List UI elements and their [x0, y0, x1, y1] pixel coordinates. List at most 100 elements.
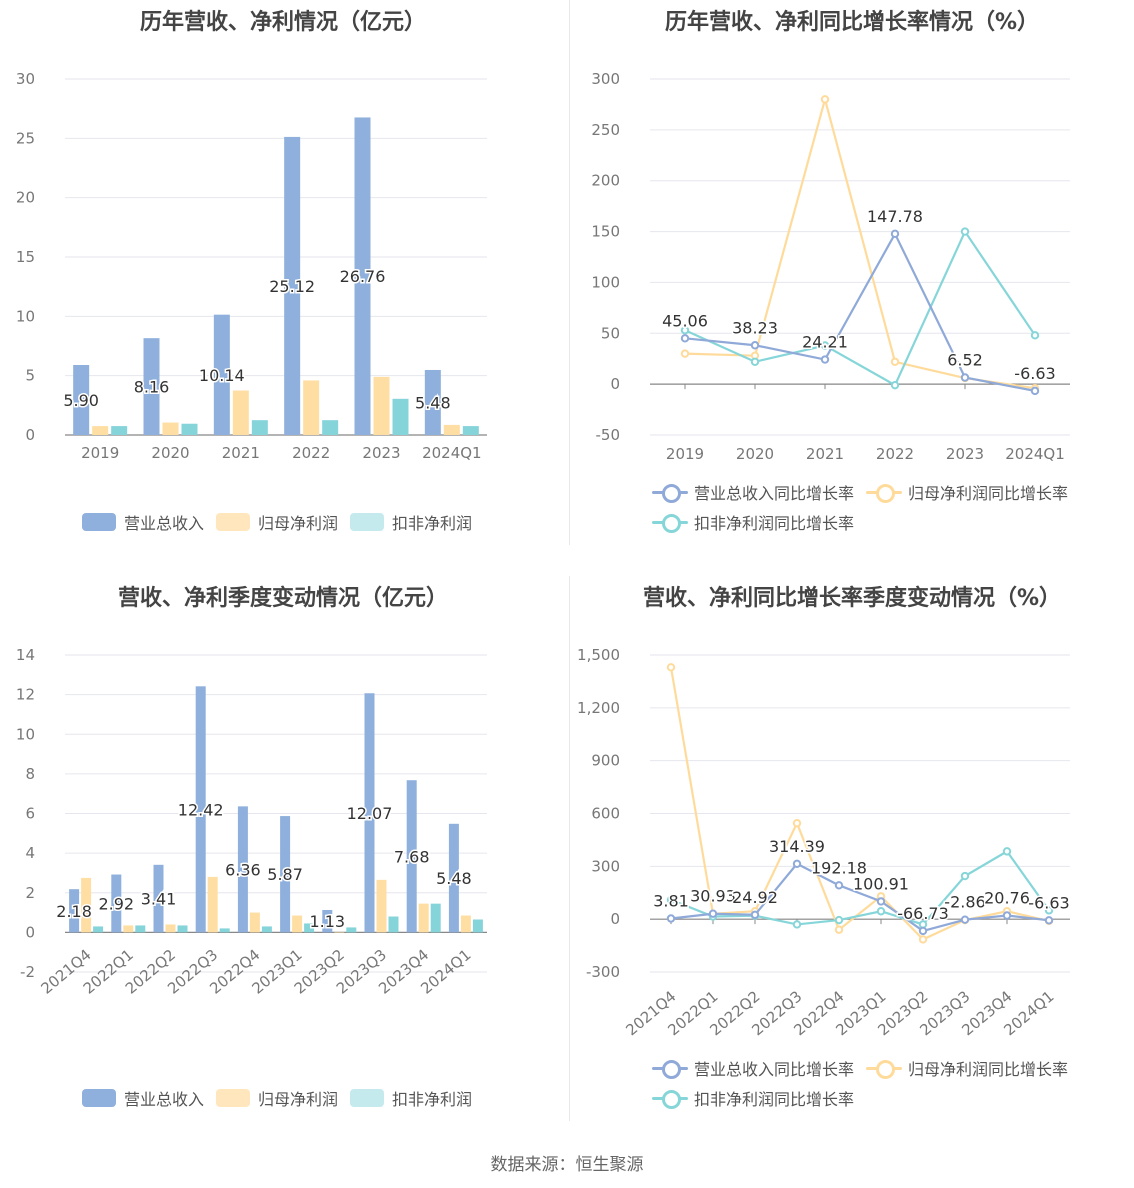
data-label: 5.87: [267, 865, 303, 884]
legend-net-profit[interactable]: 归母净利润: [216, 510, 338, 534]
bar-deducted-profit: [472, 919, 483, 933]
bar-net-profit: [92, 426, 109, 435]
chart-title: 营收、净利同比增长率季度变动情况（%）: [642, 586, 1062, 611]
y-tick-label: -300: [586, 963, 620, 981]
data-label: 6.52: [947, 351, 983, 370]
data-label: 8.16: [134, 378, 170, 397]
legend-revenue[interactable]: 营业总收入: [82, 1086, 204, 1110]
bar-revenue: [237, 806, 248, 933]
legend-swatch: [652, 483, 688, 503]
legend-deducted-growth[interactable]: 扣非净利润同比增长率: [652, 1086, 854, 1110]
legend-swatch: [216, 513, 250, 531]
legend-deducted-profit[interactable]: 扣非净利润: [350, 1086, 472, 1110]
data-point: [960, 871, 970, 881]
bar-deducted-profit: [304, 923, 315, 933]
data-label: -66.73: [897, 904, 949, 923]
data-label: 24.21: [802, 333, 848, 352]
y-tick-label: 1,500: [577, 646, 620, 664]
chart-title: 历年营收、净利同比增长率情况（%）: [664, 10, 1040, 35]
bar-revenue: [448, 823, 459, 933]
x-tick-label: 2022: [292, 444, 330, 462]
y-tick-label: 0: [610, 375, 620, 393]
data-point: [680, 349, 690, 358]
legend-net-profit[interactable]: 归母净利润: [216, 1086, 338, 1110]
y-tick-label: 600: [591, 805, 620, 823]
bar-net-profit: [443, 424, 460, 435]
y-tick-label: 30: [16, 70, 35, 88]
bar-net-profit: [165, 924, 176, 933]
data-point: [876, 907, 886, 916]
data-label: 314.39: [769, 837, 825, 856]
legend-deducted-profit[interactable]: 扣非净利润: [350, 510, 472, 534]
data-label: 5.90: [63, 391, 99, 410]
y-tick-label: 150: [591, 223, 620, 241]
bar-deducted-profit: [392, 398, 409, 435]
y-tick-label: 100: [591, 273, 620, 291]
data-point: [820, 95, 830, 104]
data-label: 5.48: [415, 393, 451, 412]
bar-deducted-profit: [388, 916, 399, 933]
legend-swatch: [350, 513, 384, 531]
bar-deducted-profit: [93, 926, 104, 933]
y-tick-label: 12: [16, 686, 35, 704]
data-point: [1044, 906, 1054, 915]
x-tick-label: 2020: [151, 444, 189, 462]
vertical-divider: [569, 576, 570, 1121]
legend-label: 扣非净利润同比增长率: [694, 514, 855, 533]
bar-revenue: [213, 314, 230, 435]
bar-deducted-profit: [111, 426, 128, 435]
data-point: [834, 925, 844, 934]
data-point: [834, 881, 844, 890]
legend-net-growth[interactable]: 归母净利润同比增长率: [866, 480, 1068, 504]
legend-net-growth[interactable]: 归母净利润同比增长率: [866, 1056, 1068, 1080]
y-tick-label: 1,200: [577, 699, 620, 717]
series-line-deducted-profit: [670, 849, 1050, 926]
annual-bar-chart: 0 5 10 15 20 25 30 2019 5.90 2020 8.16 2021 10.14 202…: [16, 70, 487, 462]
bar-deducted-profit: [219, 928, 230, 933]
legend-revenue[interactable]: 营业总收入: [82, 510, 204, 534]
data-point: [666, 895, 676, 904]
annual-growth-line-chart: -50 0 50 100 150 200 250 300 2019 2020 2021 2022 202…: [591, 70, 1070, 463]
data-label: 1.13: [309, 912, 345, 931]
legend-revenue-growth[interactable]: 营业总收入同比增长率: [652, 1056, 854, 1080]
legend-revenue-growth[interactable]: 营业总收入同比增长率: [652, 480, 854, 504]
legend-swatch: [350, 1089, 384, 1107]
bar-net-profit: [418, 903, 429, 933]
y-tick-label: 14: [16, 646, 35, 664]
bar-revenue: [280, 816, 291, 933]
bar-revenue: [143, 338, 160, 435]
data-point: [890, 357, 900, 366]
x-tick-label: 2021: [806, 445, 844, 463]
data-point: [792, 920, 802, 929]
data-point: [680, 326, 690, 335]
x-tick-label: 2019: [81, 444, 119, 462]
legend-label: 营业总收入: [124, 1090, 205, 1109]
bar-revenue: [284, 136, 301, 435]
data-label: 6.36: [225, 860, 261, 879]
data-point: [960, 227, 970, 236]
y-tick-label: 300: [591, 857, 620, 875]
legend-deducted-growth[interactable]: 扣非净利润同比增长率: [652, 510, 854, 534]
bar-net-profit: [207, 876, 218, 933]
bar-net-profit: [232, 390, 249, 435]
data-point: [666, 914, 676, 923]
data-point: [708, 909, 718, 918]
legend-label: 归母净利润: [258, 1090, 339, 1109]
data-label: 12.07: [347, 804, 393, 823]
data-label: -6.63: [1028, 893, 1069, 912]
data-point: [1030, 331, 1040, 340]
quarterly-growth-line-chart: -30003006009001,2001,5002021Q42022Q12022…: [577, 646, 1071, 1039]
series-line-revenue: [684, 231, 1036, 392]
y-tick-label: 5: [25, 367, 35, 385]
bar-revenue: [195, 686, 206, 933]
bar-deducted-profit: [181, 423, 198, 435]
bar-revenue: [424, 369, 441, 435]
data-point: [918, 926, 928, 936]
bar-revenue: [406, 780, 417, 933]
x-tick-label: 2022: [876, 445, 914, 463]
bar-revenue: [73, 364, 90, 435]
legend-label: 营业总收入同比增长率: [694, 1060, 855, 1079]
quarterly-bar-chart: -2024681012142021Q42.182022Q12.922022Q23…: [16, 646, 487, 998]
data-label: -6.63: [1014, 364, 1055, 383]
chart-title: 历年营收、净利情况（亿元）: [139, 10, 426, 35]
